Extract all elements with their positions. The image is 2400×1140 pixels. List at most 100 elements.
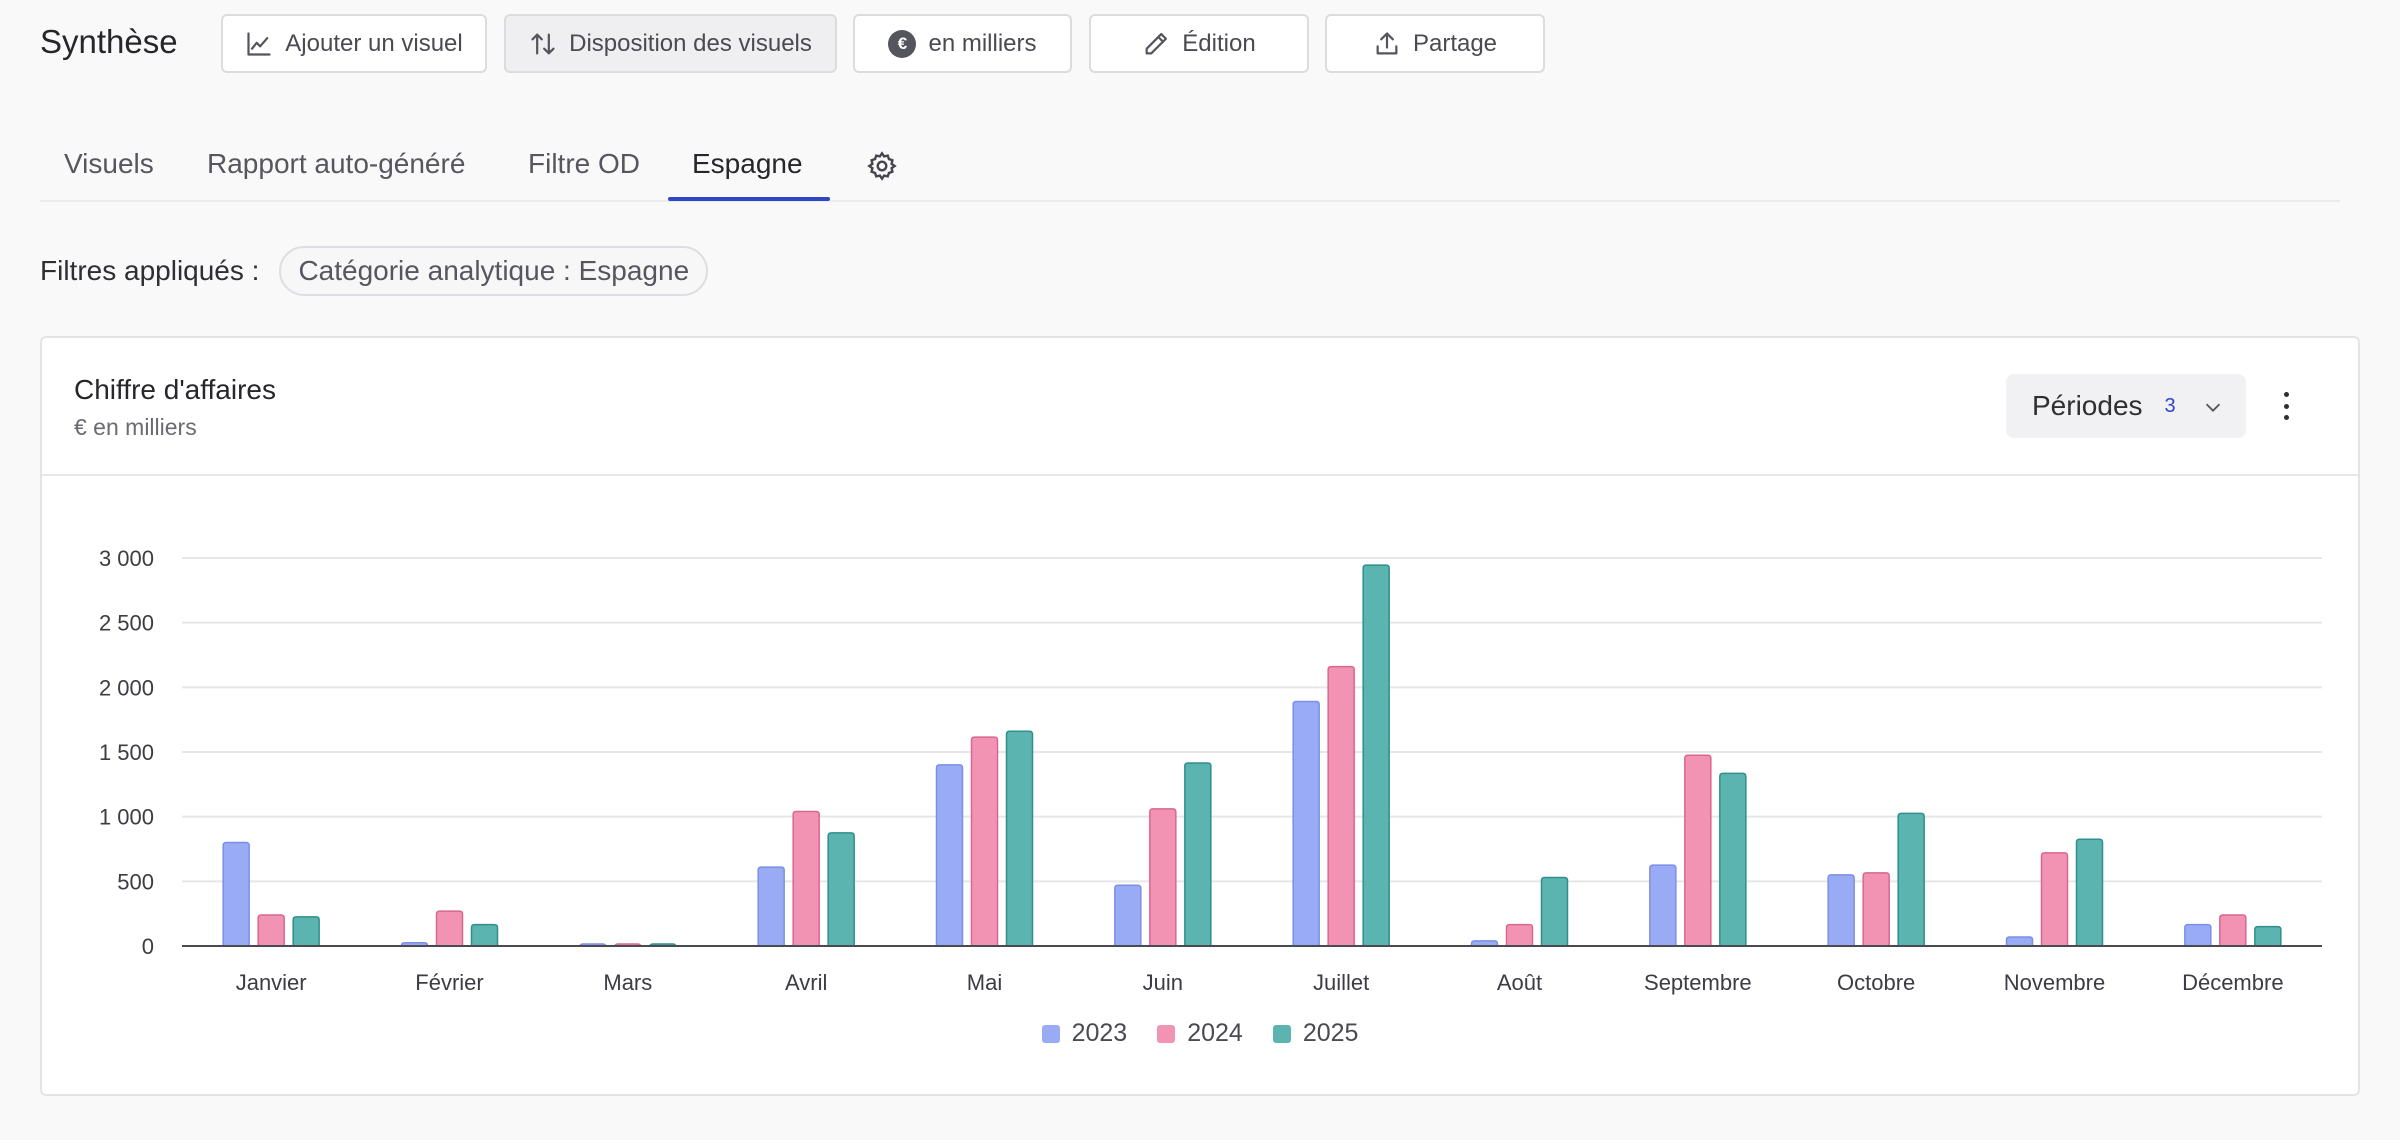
bar[interactable]: [1719, 772, 1747, 947]
bar[interactable]: [257, 914, 285, 947]
add-visual-button[interactable]: Ajouter un visuel: [221, 14, 487, 73]
bar[interactable]: [1540, 876, 1569, 947]
x-tick-label: Septembre: [1644, 970, 1752, 995]
edit-label: Édition: [1182, 29, 1256, 57]
x-tick-label: Avril: [785, 970, 827, 995]
x-tick-label: Novembre: [2004, 970, 2105, 995]
tab-espagne[interactable]: Espagne: [692, 148, 803, 179]
bar-chart: 0 500 1 000 1 500 2 000 2 500 3 000 Janvier Févr…: [99, 546, 2322, 995]
card-header: Chiffre d'affaires € en milliers Période…: [42, 338, 2358, 476]
y-tick-label: 2 000: [99, 675, 154, 700]
add-visual-label: Ajouter un visuel: [285, 29, 463, 57]
bar[interactable]: [1827, 874, 1855, 947]
bar[interactable]: [935, 764, 964, 947]
visual-layout-button[interactable]: Disposition des visuels: [504, 14, 837, 73]
legend-label: 2023: [1071, 1019, 1128, 1047]
y-tick-label: 2 500: [99, 611, 154, 636]
tab-visuels[interactable]: Visuels: [64, 148, 154, 179]
bar[interactable]: [970, 736, 999, 947]
y-tick-label: 0: [142, 934, 154, 959]
x-tick-label: Mai: [967, 970, 1002, 995]
y-tick-label: 500: [117, 869, 154, 894]
chart-legend: 2023 2024 2025: [42, 1019, 2358, 1048]
bar[interactable]: [1470, 940, 1499, 947]
share-label: Partage: [1412, 29, 1498, 57]
bar[interactable]: [1362, 564, 1390, 947]
x-tick-label: Octobre: [1837, 970, 1915, 995]
legend-item-2024[interactable]: 2024: [1157, 1019, 1243, 1048]
filter-chip[interactable]: Catégorie analytique : Espagne: [279, 246, 709, 296]
bar[interactable]: [435, 910, 464, 947]
bar[interactable]: [1327, 665, 1355, 947]
x-tick-label: Juillet: [1313, 970, 1369, 995]
tab-bar: Visuels Rapport auto-généré Filtre OD Es…: [40, 140, 2340, 202]
legend-item-2025[interactable]: 2025: [1272, 1019, 1359, 1048]
bar[interactable]: [2005, 936, 2034, 947]
bar[interactable]: [2219, 914, 2247, 947]
units-label: en milliers: [928, 29, 1037, 57]
bar[interactable]: [827, 832, 855, 947]
legend-swatch: [1157, 1024, 1176, 1043]
gear-icon: [867, 151, 897, 181]
bar[interactable]: [2040, 852, 2069, 947]
legend-swatch: [1272, 1024, 1291, 1043]
y-tick-label: 3 000: [99, 546, 154, 571]
bar[interactable]: [2184, 923, 2212, 947]
toolbar: Synthèse Ajouter un visuel Disposition d…: [0, 0, 2400, 90]
chart-subtitle: € en milliers: [74, 414, 197, 440]
pencil-icon: [1145, 32, 1168, 54]
legend-item-2023[interactable]: 2023: [1041, 1019, 1128, 1048]
x-tick-label: Mars: [603, 970, 652, 995]
page-title: Synthèse: [40, 23, 178, 60]
bar[interactable]: [757, 866, 785, 947]
sort-arrows-icon: [531, 33, 555, 54]
bar[interactable]: [1897, 812, 1925, 947]
tab-rapport-auto-genere[interactable]: Rapport auto-généré: [207, 148, 466, 179]
share-button[interactable]: Partage: [1325, 14, 1545, 73]
y-tick-label: 1 500: [99, 740, 154, 765]
units-button[interactable]: € en milliers: [853, 14, 1072, 73]
bar[interactable]: [470, 923, 499, 947]
bar[interactable]: [792, 810, 820, 947]
bar[interactable]: [222, 841, 250, 947]
y-tick-label: 1 000: [99, 805, 154, 830]
bar[interactable]: [1184, 762, 1212, 947]
bar[interactable]: [1114, 884, 1142, 947]
kebab-dot: [2283, 415, 2289, 420]
chevron-down-icon: [2205, 403, 2221, 412]
bar[interactable]: [292, 916, 320, 947]
euro-icon: €: [888, 29, 917, 58]
bar[interactable]: [1505, 923, 1534, 947]
share-upload-icon: [1376, 31, 1398, 54]
bar[interactable]: [1292, 700, 1320, 947]
edit-button[interactable]: Édition: [1089, 14, 1309, 73]
x-tick-label: Août: [1497, 970, 1542, 995]
periods-count-badge: 3: [2164, 394, 2176, 417]
bar[interactable]: [2254, 925, 2282, 947]
bar[interactable]: [2075, 838, 2104, 947]
periods-dropdown[interactable]: Périodes 3: [2006, 374, 2246, 438]
periods-label: Périodes: [2032, 390, 2143, 421]
visual-layout-label: Disposition des visuels: [569, 29, 812, 57]
x-tick-label: Février: [415, 970, 483, 995]
chart-title: Chiffre d'affaires: [74, 374, 276, 405]
filters-label: Filtres appliqués :: [40, 255, 260, 286]
legend-label: 2024: [1187, 1019, 1243, 1047]
kebab-dot: [2283, 403, 2289, 409]
bar[interactable]: [1862, 872, 1890, 947]
active-tab-indicator: [668, 197, 830, 201]
x-tick-label: Décembre: [2182, 970, 2283, 995]
bar[interactable]: [1149, 808, 1177, 947]
tab-settings-button[interactable]: [866, 150, 898, 182]
bar[interactable]: [1684, 754, 1712, 947]
applied-filters: Filtres appliqués : Catégorie analytique…: [40, 246, 709, 296]
x-tick-label: Juin: [1143, 970, 1183, 995]
tab-filtre-od[interactable]: Filtre OD: [528, 148, 640, 179]
legend-label: 2025: [1302, 1019, 1359, 1047]
more-options-button[interactable]: [2274, 388, 2298, 424]
legend-swatch: [1041, 1024, 1060, 1043]
bar[interactable]: [1005, 730, 1034, 947]
line-chart-icon: [247, 31, 271, 56]
kebab-dot: [2283, 392, 2289, 397]
bar[interactable]: [1649, 864, 1677, 947]
